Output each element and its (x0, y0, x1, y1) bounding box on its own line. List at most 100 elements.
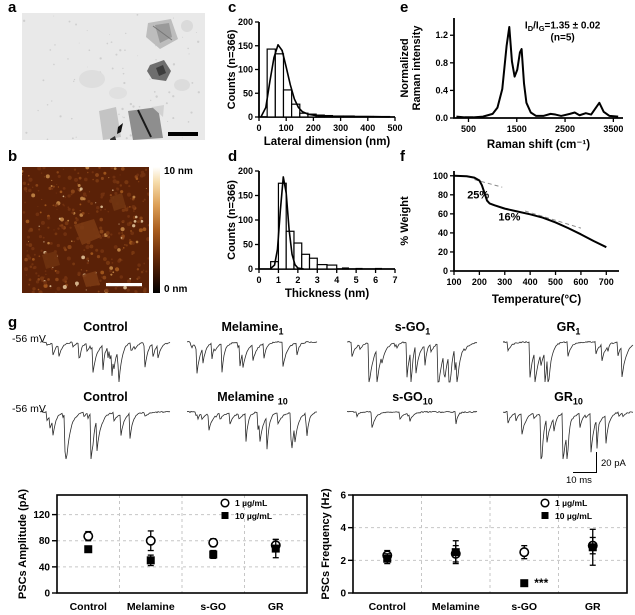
svg-text:(n=5): (n=5) (551, 32, 575, 43)
svg-text:Thickness (nm): Thickness (nm) (285, 288, 370, 300)
svg-text:40: 40 (438, 228, 448, 238)
svg-text:Melamine: Melamine (432, 601, 480, 613)
trace-label-control: Control (83, 320, 128, 334)
svg-text:2500: 2500 (555, 124, 575, 134)
svg-text:150: 150 (238, 41, 253, 51)
svg-text:Control: Control (369, 601, 406, 613)
svg-text:400: 400 (360, 123, 375, 133)
trace-recording (40, 405, 171, 460)
svg-text:***: *** (534, 576, 548, 590)
svg-text:0: 0 (44, 589, 50, 600)
chart-psc-frequency: 0 2 4 6 Control Melamine s-GO GR PSCs Frequency … (318, 487, 635, 615)
svg-text:500: 500 (548, 277, 563, 287)
svg-text:20: 20 (438, 247, 448, 257)
panel-e-label: e (400, 0, 409, 16)
svg-text:1500: 1500 (507, 124, 527, 134)
svg-text:Raman intensity: Raman intensity (411, 25, 423, 111)
svg-text:200: 200 (306, 123, 321, 133)
afm-image (22, 167, 149, 293)
chart-svg-c: 0 100 200 300 400 500 0 50 100 150 200 Lateral dime… (226, 17, 403, 148)
svg-text:7: 7 (392, 275, 397, 285)
membrane-potential-label: -56 mV (12, 333, 46, 345)
chart-raman-spectrum: 500 1500 2500 3500 0.0 0.4 0.8 1.2 Raman shift (… (398, 2, 635, 152)
svg-text:25%: 25% (467, 190, 489, 202)
svg-text:1 µg/mL: 1 µg/mL (235, 498, 267, 508)
chart-svg-e: 500 1500 2500 3500 0.0 0.4 0.8 1.2 Raman shift (… (399, 18, 623, 151)
trace-recording (40, 335, 171, 383)
svg-text:0.0: 0.0 (435, 113, 448, 123)
trace-recording (347, 405, 478, 460)
svg-text:1: 1 (276, 275, 281, 285)
chart-svg-amplitude: 0 40 80 120 Control Melamine s-GO GR PSCs Amplit… (17, 489, 308, 613)
colorbar-max-label: 10 nm (164, 166, 193, 177)
panel-c-label: c (228, 0, 237, 16)
svg-text:700: 700 (599, 277, 614, 287)
trace-label-gr10: GR10 (554, 390, 583, 407)
svg-text:0: 0 (443, 266, 448, 276)
chart-psc-amplitude: 0 40 80 120 Control Melamine s-GO GR PSCs Amplit… (15, 487, 313, 615)
chart-lateral-dimension-histogram: 0 100 200 300 400 500 0 50 100 150 200 Lateral dime… (225, 4, 403, 149)
chart-tga-weight: 100 200 300 400 500 600 700 0 20 40 60 80 100 Tempera… (398, 153, 635, 307)
svg-text:2: 2 (295, 275, 300, 285)
svg-text:300: 300 (333, 123, 348, 133)
svg-text:0: 0 (248, 264, 253, 274)
svg-text:Temperature(°C): Temperature(°C) (492, 294, 582, 306)
svg-text:3: 3 (315, 275, 320, 285)
svg-text:600: 600 (573, 277, 588, 287)
panel-g-label: g (8, 314, 18, 331)
trace-recording (187, 335, 318, 383)
svg-text:4: 4 (340, 523, 346, 534)
svg-text:Counts (n=366): Counts (n=366) (226, 180, 238, 260)
svg-text:4: 4 (334, 275, 339, 285)
svg-text:3500: 3500 (603, 124, 623, 134)
svg-text:200: 200 (472, 277, 487, 287)
svg-text:100: 100 (238, 215, 253, 225)
svg-text:50: 50 (243, 88, 253, 98)
svg-text:0.8: 0.8 (435, 58, 448, 68)
svg-text:60: 60 (438, 209, 448, 219)
svg-text:0: 0 (256, 275, 261, 285)
trace-label-control: Control (83, 390, 128, 404)
colorbar-min-label: 0 nm (164, 284, 188, 295)
svg-text:Counts (n=366): Counts (n=366) (226, 29, 238, 109)
svg-text:% Weight: % Weight (399, 196, 411, 246)
tem-image-svg (22, 13, 205, 140)
svg-text:100: 100 (238, 65, 253, 75)
svg-text:Control: Control (70, 601, 107, 613)
svg-text:0: 0 (248, 112, 253, 122)
panel-b-label: b (8, 148, 18, 165)
panel-f-label: f (400, 148, 405, 165)
trace-label-s-go1: s-GO1 (394, 320, 431, 337)
scale-bar-current-label: 20 pA (601, 458, 626, 469)
membrane-potential-label: -56 mV (12, 403, 46, 415)
svg-text:6: 6 (373, 275, 378, 285)
svg-text:80: 80 (438, 190, 448, 200)
trace-recording (187, 405, 318, 460)
svg-text:500: 500 (461, 124, 476, 134)
svg-text:10 µg/mL: 10 µg/mL (235, 511, 272, 521)
trace-label-melamine10: Melamine 10 (217, 390, 288, 407)
svg-text:Lateral dimension (nm): Lateral dimension (nm) (264, 136, 391, 148)
svg-text:300: 300 (497, 277, 512, 287)
svg-text:10 µg/mL: 10 µg/mL (555, 511, 592, 521)
svg-text:GR: GR (585, 601, 601, 613)
svg-text:100: 100 (433, 171, 448, 181)
chart-svg-frequency: 0 2 4 6 Control Melamine s-GO GR PSCs Frequency … (320, 488, 628, 613)
svg-text:16%: 16% (498, 212, 520, 224)
svg-text:Melamine: Melamine (127, 601, 175, 613)
svg-text:80: 80 (39, 536, 51, 547)
svg-text:100: 100 (446, 277, 461, 287)
svg-text:2: 2 (340, 556, 346, 567)
svg-text:100: 100 (279, 123, 294, 133)
svg-text:150: 150 (238, 191, 253, 201)
trace-recording (503, 335, 634, 383)
trace-label-gr1: GR1 (556, 320, 581, 337)
svg-text:ID​/IG​=1.35 ± 0.02: ID​/IG​=1.35 ± 0.02 (525, 20, 601, 32)
svg-text:0: 0 (256, 123, 261, 133)
tem-image (22, 13, 205, 140)
svg-text:6: 6 (340, 491, 346, 502)
svg-text:0.4: 0.4 (435, 85, 448, 95)
scale-bar-time-label: 10 ms (566, 475, 592, 486)
chart-svg-d: 0 1 2 3 4 5 6 7 0 50 100 150 200 Thickness (nm) Counts… (226, 166, 398, 300)
